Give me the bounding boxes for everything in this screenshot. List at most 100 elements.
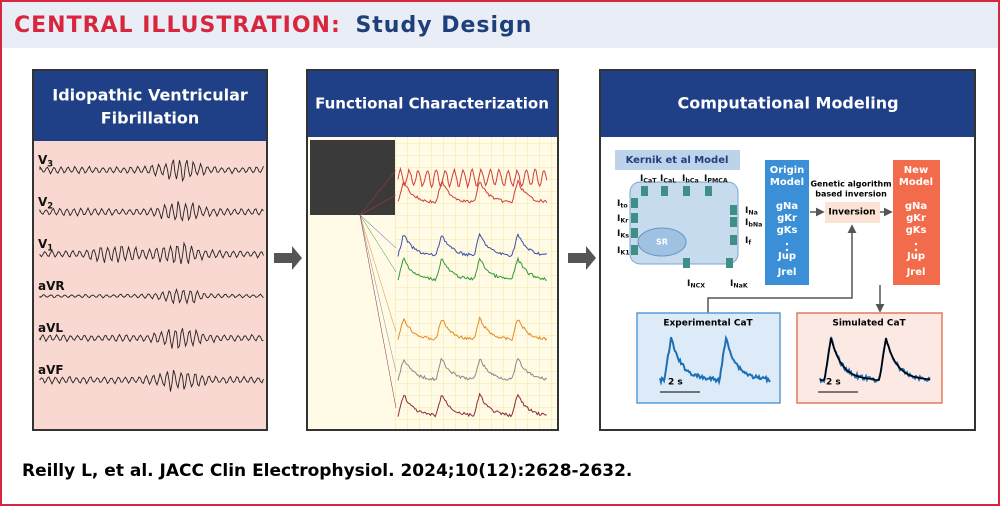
origin-model-box	[765, 160, 809, 285]
simulated: Simulated CaT	[832, 319, 906, 329]
model-parameter: gNa	[905, 201, 927, 212]
panel-header	[601, 71, 974, 137]
label: V2	[38, 195, 53, 211]
label: IbCa	[682, 174, 699, 185]
ellipsis-dot	[914, 248, 918, 252]
label: IKs	[617, 229, 629, 240]
panel-header	[34, 71, 266, 141]
label-base: I	[660, 174, 663, 184]
label-sub: f	[748, 240, 751, 247]
label: V3	[38, 153, 53, 169]
label-sub: 2	[47, 200, 53, 210]
ecg-trace	[39, 241, 264, 265]
channel	[730, 235, 737, 245]
label-sub: NaK	[733, 283, 749, 290]
ellipsis-dot	[785, 242, 789, 246]
model-parameter: Model	[770, 177, 804, 188]
algorithm: Genetic algorithm	[810, 180, 891, 189]
link-line	[359, 214, 397, 249]
title: Study Design	[355, 13, 532, 38]
channel	[631, 213, 638, 223]
model-parameter: gNa	[776, 201, 798, 212]
model-parameter: gKs	[777, 225, 798, 236]
label-base: I	[682, 174, 685, 184]
ecg-trace	[39, 288, 264, 305]
calcium-trace	[397, 166, 548, 190]
channel	[726, 258, 733, 268]
model-name: Kernik et al Model	[626, 155, 729, 166]
label: aVR	[38, 279, 65, 293]
cat-traces	[659, 334, 931, 386]
label: ICaL	[660, 174, 676, 185]
label-sub: Na	[748, 210, 758, 217]
label-base: V	[38, 237, 48, 251]
model-parameter: Jrel	[906, 267, 926, 278]
calcium-trace	[397, 232, 548, 258]
ellipsis-dot	[914, 242, 918, 246]
calcium-trace	[397, 256, 547, 282]
label-base: I	[745, 218, 748, 228]
label-base: I	[640, 174, 643, 184]
label: INaK	[730, 279, 749, 290]
model-label-box	[615, 150, 740, 170]
panel-title: Idiopathic Ventricular	[52, 86, 248, 105]
label-base: I	[730, 279, 733, 289]
label-sub: 3	[47, 158, 53, 168]
link-line	[359, 214, 397, 273]
experimental-box	[636, 312, 781, 404]
label-sub: PMCA	[707, 178, 728, 185]
sr	[637, 227, 687, 257]
label-sub: bNa	[748, 222, 762, 229]
connector	[707, 224, 857, 313]
label: V1	[38, 237, 53, 253]
origin-model: OriginModelgNagKrgKsJupJrel	[770, 165, 805, 278]
label: IPMCA	[704, 174, 728, 185]
header-title: CENTRAL ILLUSTRATION: Study Design	[14, 13, 532, 38]
link-line	[359, 214, 397, 409]
label: IKr	[617, 214, 629, 225]
experimental-trace	[659, 334, 771, 386]
label-sub: Kr	[620, 218, 629, 225]
channel	[730, 205, 737, 215]
simulated-box	[796, 312, 943, 404]
calcium-trace	[397, 178, 548, 204]
channel	[631, 228, 638, 238]
label-sub: bCa	[685, 178, 698, 185]
flow-arrow	[274, 246, 302, 270]
model-parameter: gKr	[906, 213, 926, 224]
label-base: aVL	[38, 321, 63, 335]
header-band	[2, 2, 998, 48]
scale-label: 2 s	[826, 378, 841, 388]
panel-title: Fibrillation	[101, 109, 200, 128]
channel	[641, 186, 648, 196]
label-sub: to	[620, 203, 628, 210]
model-parameter: gKs	[906, 225, 927, 236]
calcium-trace	[397, 357, 548, 382]
label: aVL	[38, 321, 63, 335]
label: IbNa	[745, 218, 762, 229]
ellipsis-dot	[785, 254, 789, 258]
label: If	[745, 236, 751, 247]
label: Ito	[617, 199, 628, 210]
label-base: I	[617, 199, 620, 209]
label-sub: K1	[620, 250, 629, 257]
sr-label: SR	[656, 238, 668, 247]
link-line	[359, 214, 397, 373]
channel	[661, 186, 668, 196]
flow-arrow	[568, 246, 596, 270]
simulated-trace	[820, 337, 931, 381]
channel	[683, 186, 690, 196]
citation: Reilly L, et al. JACC Clin Electrophysio…	[22, 461, 632, 481]
label-base: aVR	[38, 279, 65, 293]
micrograph	[310, 140, 395, 215]
model-parameter: New	[904, 165, 928, 176]
label: INa	[745, 206, 758, 217]
model-parameter: Jrel	[777, 267, 797, 278]
link-line	[359, 194, 397, 216]
label: ICaT	[640, 174, 657, 185]
label-sub: CaL	[663, 178, 676, 185]
channel	[631, 198, 638, 208]
